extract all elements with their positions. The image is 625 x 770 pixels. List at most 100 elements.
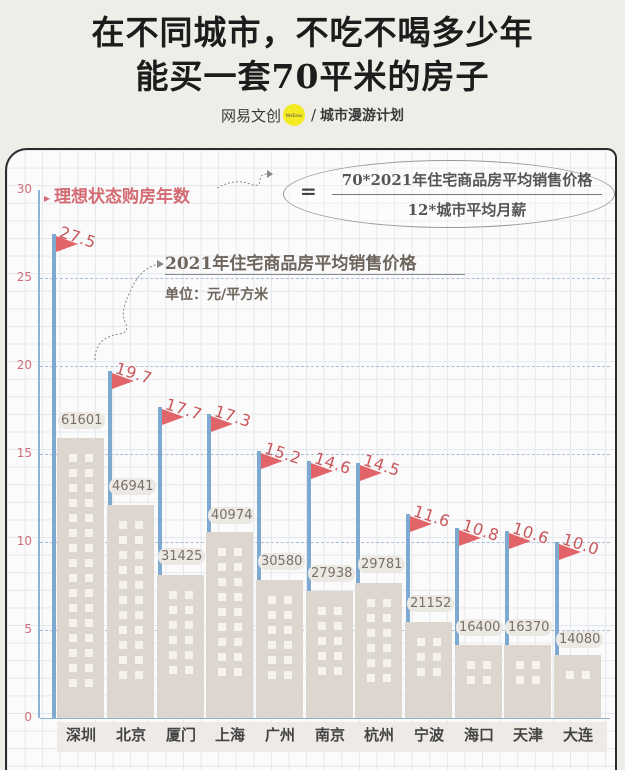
window-icon [69,544,77,552]
price-value: 27938 [308,565,356,582]
window-icon [185,666,193,674]
x-axis [40,718,610,719]
building-bar [554,655,601,718]
window-icon [367,614,375,622]
building-bar [306,591,353,718]
window-icon [268,641,276,649]
window-icon [234,608,242,616]
price-value: 31425 [158,548,206,565]
window-icon [318,637,326,645]
window-icon [169,666,177,674]
flag-icon [360,465,382,481]
window-icon [119,671,127,679]
window-icon [383,629,391,637]
flag-pole [108,371,112,505]
netease-logo-icon: NetEase [282,104,305,126]
window-icon [516,676,524,684]
window-icon [383,614,391,622]
window-icon [318,652,326,660]
price-value: 21152 [407,595,455,612]
flag-icon [410,516,432,532]
window-icon [218,638,226,646]
window-icon [169,621,177,629]
building-bar [504,645,551,718]
window-icon [85,529,93,537]
window-icon [218,608,226,616]
window-icon [318,667,326,675]
price-value: 40974 [208,507,256,524]
window-icon [218,623,226,631]
window-icon [85,604,93,612]
window-icon [85,619,93,627]
formula-denominator: 12*城市平均月薪 [407,201,527,219]
window-icon [169,591,177,599]
window-icon [383,644,391,652]
window-icon [218,548,226,556]
building-bar [256,580,303,718]
y-tick-0: 0 [24,710,32,724]
flag-pole [207,414,211,532]
brand-separator: / [310,106,317,124]
window-icon [119,596,127,604]
window-icon [135,521,143,529]
gridline-10 [40,542,610,543]
window-icon [69,604,77,612]
window-icon [119,611,127,619]
window-icon [383,674,391,682]
flag-icon [311,463,333,479]
price-value: 16370 [505,619,553,636]
window-icon [218,653,226,661]
arrow-right-icon: ▸ [44,191,51,205]
window-icon [69,484,77,492]
window-icon [268,596,276,604]
window-icon [135,656,143,664]
y-tick-25: 25 [16,270,32,284]
price-value: 29781 [358,556,406,573]
window-icon [334,607,342,615]
gridline-15 [40,454,610,455]
dotted-arrow-icon [94,260,164,361]
flag-icon [211,416,233,432]
y-axis-label: ▸ 理想状态购房年数 [44,182,190,207]
window-icon [85,589,93,597]
window-icon [169,606,177,614]
window-icon [234,578,242,586]
city-label: 上海 [214,726,245,744]
flag-pole [307,461,311,591]
window-icon [135,566,143,574]
window-icon [85,499,93,507]
brand-bar: 网易文创 NetEase / 城市漫游计划 [0,104,625,126]
window-icon [69,574,77,582]
window-icon [218,578,226,586]
city-label: 杭州 [363,726,394,744]
price-value: 16400 [456,619,504,636]
window-icon [417,638,425,646]
city-label: 大连 [562,726,593,744]
window-icon [119,641,127,649]
window-icon [85,469,93,477]
window-icon [135,671,143,679]
window-icon [268,671,276,679]
building-bar [405,622,452,718]
building-bar [157,575,204,718]
window-icon [218,668,226,676]
window-icon [85,454,93,462]
window-icon [135,551,143,559]
window-icon [85,649,93,657]
window-icon [234,593,242,601]
window-icon [532,676,540,684]
flag-pole [555,542,559,655]
window-icon [85,574,93,582]
price-value: 14080 [556,631,604,648]
window-icon [284,656,292,664]
flag-pole [406,514,410,622]
flag-icon [559,544,581,560]
window-icon [85,484,93,492]
window-icon [334,652,342,660]
window-icon [69,664,77,672]
window-icon [69,454,77,462]
building-bar [206,532,253,718]
brand-series: 城市漫游计划 [320,108,405,124]
flag-icon [509,533,531,549]
window-icon [284,596,292,604]
